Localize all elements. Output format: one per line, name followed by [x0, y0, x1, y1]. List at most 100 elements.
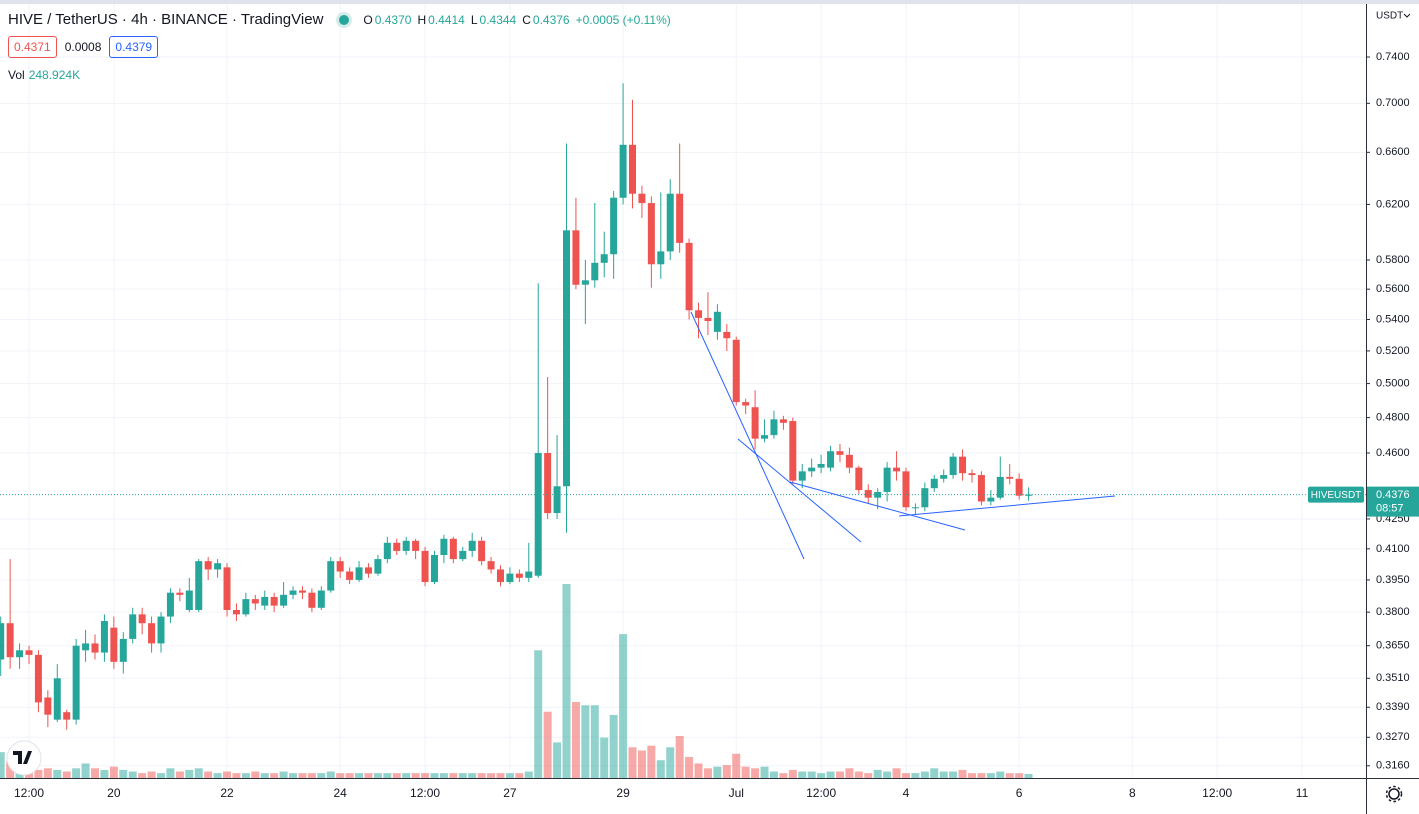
bid[interactable]: 0.4371 [8, 36, 57, 58]
candle-body [138, 614, 146, 624]
candle-body [1006, 476, 1014, 479]
candle-body [619, 144, 627, 198]
y-tick-label: 0.5000 [1376, 377, 1410, 389]
volume-bar [967, 773, 976, 778]
candle-body [742, 402, 750, 406]
trend-line[interactable] [690, 311, 805, 560]
volume-bar [845, 768, 854, 778]
volume-bar [317, 773, 326, 778]
candle-body [874, 491, 882, 498]
candle-body [430, 554, 438, 583]
volume-bar [939, 771, 948, 778]
volume-bar [468, 773, 477, 778]
candle-body [930, 478, 938, 489]
x-tick-label: 29 [616, 786, 630, 800]
candle-body [364, 567, 372, 574]
volume-bar [128, 771, 137, 778]
y-tick-label: 0.4600 [1376, 447, 1410, 459]
candle-body [610, 197, 618, 255]
volume-bar [383, 773, 392, 778]
volume-bar [835, 771, 844, 778]
trend-line[interactable] [737, 438, 862, 543]
x-tick-label: 12:00 [410, 786, 440, 800]
volume-bar [656, 760, 665, 778]
candle-body [864, 490, 872, 498]
candle-body [996, 476, 1004, 498]
volume-bar [571, 702, 580, 778]
volume-bar [798, 771, 807, 778]
candle-body [289, 590, 297, 595]
volume-bar [213, 773, 222, 778]
volume-bar [1005, 773, 1014, 778]
volume-bar [458, 773, 467, 778]
volume-bar [1024, 773, 1033, 778]
volume-bar [581, 705, 590, 778]
candle-body [959, 456, 967, 474]
candle-body [770, 419, 778, 436]
volume-bar [477, 773, 486, 778]
candle-body [204, 561, 212, 570]
bid-ask: 0.4371 0.0008 0.4379 [8, 36, 159, 58]
currency[interactable]: USDT [1376, 11, 1403, 22]
candle-body [195, 561, 203, 610]
volume-bar [270, 773, 279, 778]
volume-bar [619, 634, 628, 778]
candle-body [723, 331, 731, 339]
legend-header: HIVE / TetherUS · 4h · BINANCE · Trading… [8, 11, 677, 28]
ohlc-key: L [470, 12, 478, 27]
candle-body [100, 620, 108, 653]
candle-body [893, 467, 901, 472]
volume-bar [100, 769, 109, 778]
drawings[interactable] [690, 311, 1116, 560]
ask[interactable]: 0.4379 [109, 36, 159, 58]
candle-body [902, 471, 910, 508]
volume-bar [986, 773, 995, 778]
volume-bar [873, 769, 882, 778]
grid [0, 0, 1366, 778]
volume-bar [977, 773, 986, 778]
volume-bar [307, 773, 316, 778]
volume-bar [166, 768, 175, 778]
y-tick-label: 0.4800 [1376, 411, 1410, 423]
volume-bar [251, 771, 260, 778]
market-status[interactable] [339, 14, 350, 25]
candle-body [685, 242, 693, 311]
candle-body [34, 654, 42, 703]
y-tick-label: 0.7400 [1376, 51, 1410, 63]
trend-line[interactable] [898, 495, 1116, 517]
ohlc-key: H [417, 12, 427, 27]
volume-bar [355, 773, 364, 778]
volume-bar [524, 771, 533, 778]
volume-bar [854, 771, 863, 778]
x-tick-label: 24 [334, 786, 348, 800]
candle-body [544, 453, 552, 514]
candle-body [72, 645, 80, 720]
volume-bar [958, 769, 967, 778]
candle-body [383, 542, 391, 560]
ohlc-value: 0.4376 [532, 12, 570, 27]
candle-body [836, 451, 844, 455]
y-tick-label: 0.4100 [1376, 543, 1410, 555]
candle-body [440, 538, 448, 555]
ohlc-key: O [363, 12, 373, 27]
candle-body [911, 507, 919, 509]
volume-bar [194, 768, 203, 778]
currency-chevron[interactable] [1403, 13, 1411, 18]
x-tick-label: 20 [107, 786, 121, 800]
symbol-title[interactable]: HIVE / TetherUS · 4h · BINANCE · Trading… [8, 11, 324, 28]
ohlc-item: H 0.4414 [417, 13, 464, 27]
candle-body [25, 650, 33, 655]
volume-bar [336, 773, 345, 778]
candle-body [355, 567, 363, 580]
candle-body [817, 463, 825, 468]
settings-icon[interactable] [1385, 785, 1403, 803]
candle-body [808, 467, 816, 472]
volume-bar [1015, 773, 1024, 778]
candle-body [666, 193, 674, 252]
x-tick-label: 27 [503, 786, 517, 800]
volume-bar [91, 768, 99, 778]
trend-line[interactable] [789, 481, 966, 531]
candle-body [402, 540, 410, 551]
candle-body [336, 561, 344, 572]
